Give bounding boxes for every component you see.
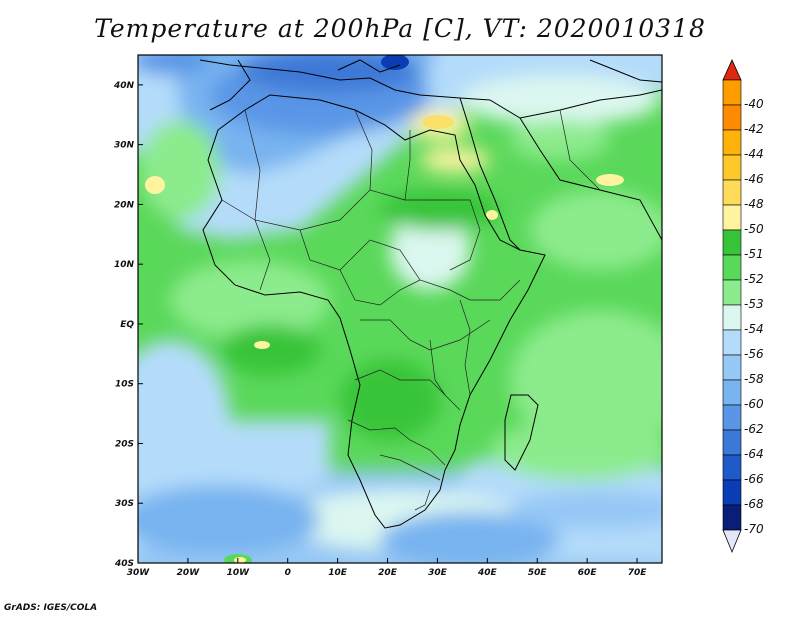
longitude-axis: 30W 20W 10W 0 10E 20E 30E 40E 50E 60E 70E [127, 558, 647, 578]
colorbar-swatch [722, 429, 742, 456]
colorbar-label: -50 [744, 222, 764, 236]
colorbar-bottom-arrow [722, 529, 742, 554]
colorbar-label: -52 [744, 272, 764, 286]
map-frame [137, 54, 663, 564]
lon-tick-label: 10E [328, 568, 348, 578]
colorbar-swatch [722, 329, 742, 356]
lat-tick-label: 30S [115, 499, 134, 509]
colorbar-swatch [722, 479, 742, 506]
colorbar-swatch [722, 454, 742, 481]
grads-credit: GrADS: IGES/COLA [4, 603, 98, 613]
colorbar-swatch [722, 104, 742, 131]
colorbar-label: -54 [744, 322, 764, 336]
colorbar-swatch [722, 179, 742, 206]
lon-tick-label: 30E [428, 568, 448, 578]
colorbar-label: -62 [744, 422, 764, 436]
colorbar-label: -44 [744, 147, 764, 161]
lon-tick-label: 30W [127, 568, 151, 578]
temperature-field [138, 55, 662, 563]
latitude-axis: 40N 30N 20N 10N EQ 10S 20S 30S 40S [113, 81, 143, 569]
colorbar-label: -64 [744, 447, 764, 461]
colorbar-label: -40 [744, 97, 764, 111]
lat-tick-label: EQ [120, 320, 134, 330]
colorbar-label: -46 [744, 172, 764, 186]
lat-tick-label: 10S [115, 380, 134, 390]
lat-tick-label: 20S [115, 439, 134, 449]
lon-tick-label: 10W [227, 568, 251, 578]
lat-tick-label: 20N [114, 200, 135, 210]
colorbar-label: -42 [744, 122, 764, 136]
colorbar-swatch [722, 129, 742, 156]
colorbar-swatch [722, 154, 742, 181]
lon-tick-label: 60E [578, 568, 598, 578]
colorbar-swatch [722, 79, 742, 106]
colorbar-swatch [722, 229, 742, 256]
colorbar-label: -60 [744, 397, 764, 411]
colorbar-label: -70 [744, 522, 764, 536]
colorbar-label: -68 [744, 497, 764, 511]
colorbar-label: -51 [744, 247, 764, 261]
colorbar-label: -48 [744, 197, 764, 211]
colorbar-label: -66 [744, 472, 764, 486]
lon-tick-label: 0 [285, 568, 291, 578]
country-borders [221, 109, 601, 511]
lon-tick-label: 50E [528, 568, 548, 578]
map-title: Temperature at 200hPa [C], VT: 202001031… [94, 14, 706, 43]
colorbar-swatch [722, 504, 742, 531]
lat-tick-label: 10N [114, 260, 135, 270]
colorbar-swatch [722, 204, 742, 231]
colorbar: -40 -42 -44 -46 -48 -50 -51 -52 -53 -54 -56 -58 -60 -… [722, 59, 764, 554]
colorbar-label: -56 [744, 347, 764, 361]
lat-tick-label: 40S [114, 559, 134, 569]
colorbar-swatch [722, 254, 742, 281]
lon-tick-label: 40E [477, 568, 498, 578]
lon-tick-label: 20E [378, 568, 398, 578]
lat-tick-label: 30N [114, 141, 135, 151]
colorbar-top-arrow [722, 59, 742, 81]
colorbar-label: -53 [744, 297, 764, 311]
lon-tick-label: 20W [177, 568, 201, 578]
colorbar-swatch [722, 279, 742, 306]
colorbar-swatch [722, 379, 742, 406]
lat-tick-label: 40N [113, 81, 135, 91]
coastlines [199, 59, 662, 529]
colorbar-swatch [722, 404, 742, 431]
colorbar-swatch [722, 354, 742, 381]
lon-tick-label: 70E [628, 568, 648, 578]
colorbar-swatch [722, 304, 742, 331]
colorbar-label: -58 [744, 372, 764, 386]
